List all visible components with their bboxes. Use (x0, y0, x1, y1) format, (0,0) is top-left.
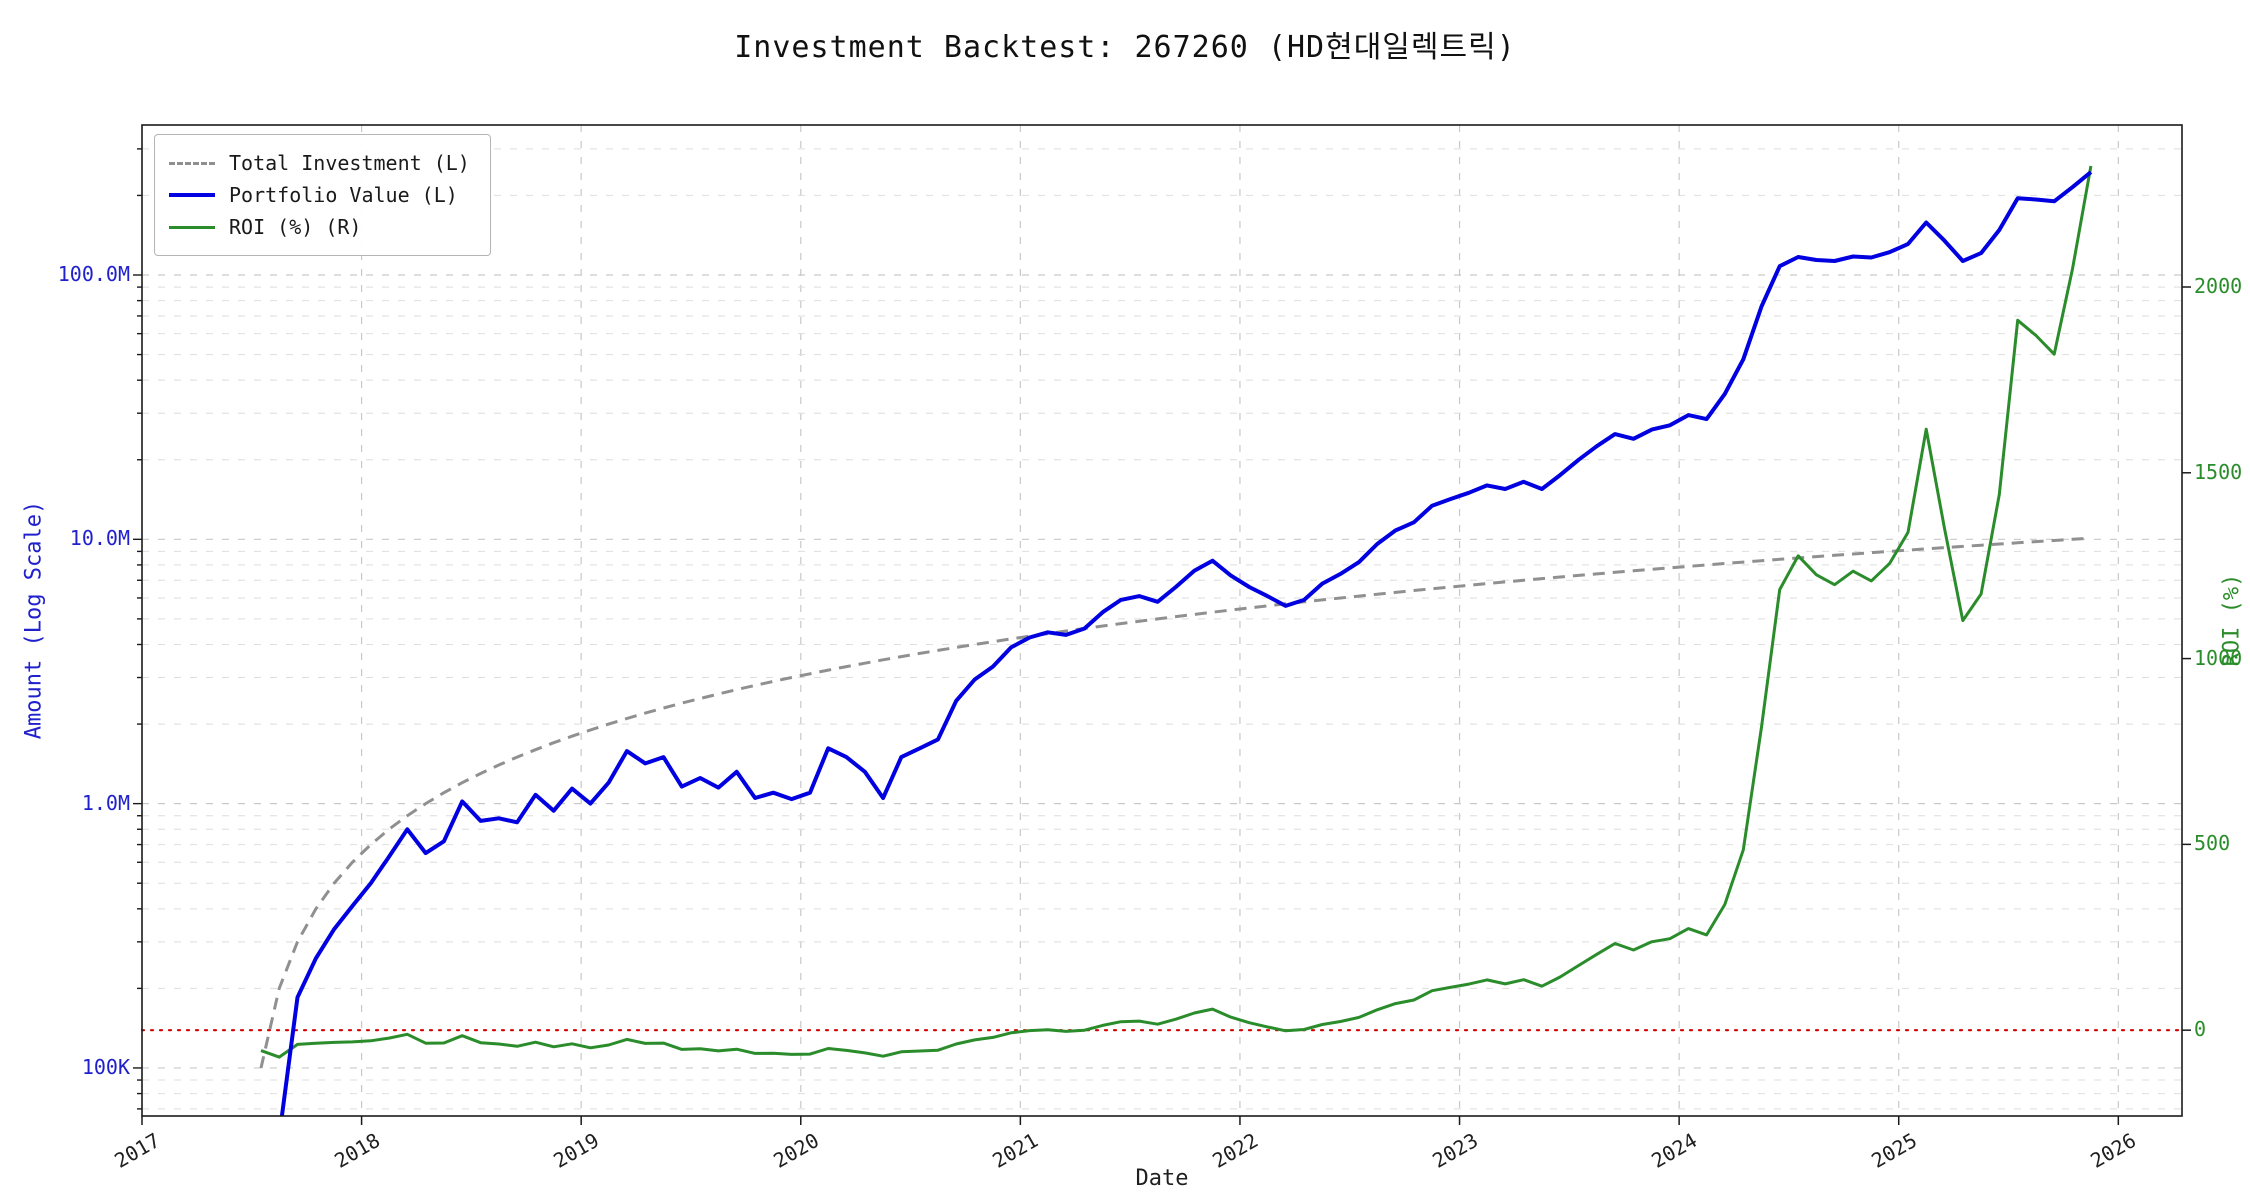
left-tick-label: 100K (81, 1054, 130, 1079)
legend-label: Total Investment (L) (229, 151, 470, 175)
right-tick-label: 1000 (2194, 645, 2243, 670)
legend-item-roi: ROI (%) (R) (169, 211, 470, 243)
solid-line-swatch (169, 225, 215, 229)
left-tick-label: 100.0M (57, 261, 130, 286)
right-tick-label: 1500 (2194, 459, 2243, 484)
legend: Total Investment (L) Portfolio Value (L)… (154, 134, 491, 256)
right-tick-label: 0 (2194, 1017, 2207, 1042)
left-tick-label: 10.0M (69, 526, 130, 551)
legend-item-portfolio-value: Portfolio Value (L) (169, 179, 470, 211)
plot-border (141, 124, 2183, 1117)
chart-title: Investment Backtest: 267260 (HD현대일렉트릭) (734, 30, 1516, 65)
solid-line-swatch (169, 193, 215, 197)
roi-line (260, 165, 2093, 1059)
total-investment-line (259, 536, 2091, 1069)
legend-label: ROI (%) (R) (229, 215, 362, 239)
right-tick-label: 500 (2194, 831, 2231, 856)
right-tick-label: 2000 (2194, 274, 2243, 298)
dashed-line-swatch (169, 161, 215, 165)
legend-label: Portfolio Value (L) (229, 183, 458, 207)
portfolio-value-line (279, 170, 2093, 1116)
x-axis-title: Date (1135, 1166, 1189, 1191)
left-tick-label: 1.0M (81, 790, 130, 815)
legend-item-total-investment: Total Investment (L) (169, 147, 470, 179)
